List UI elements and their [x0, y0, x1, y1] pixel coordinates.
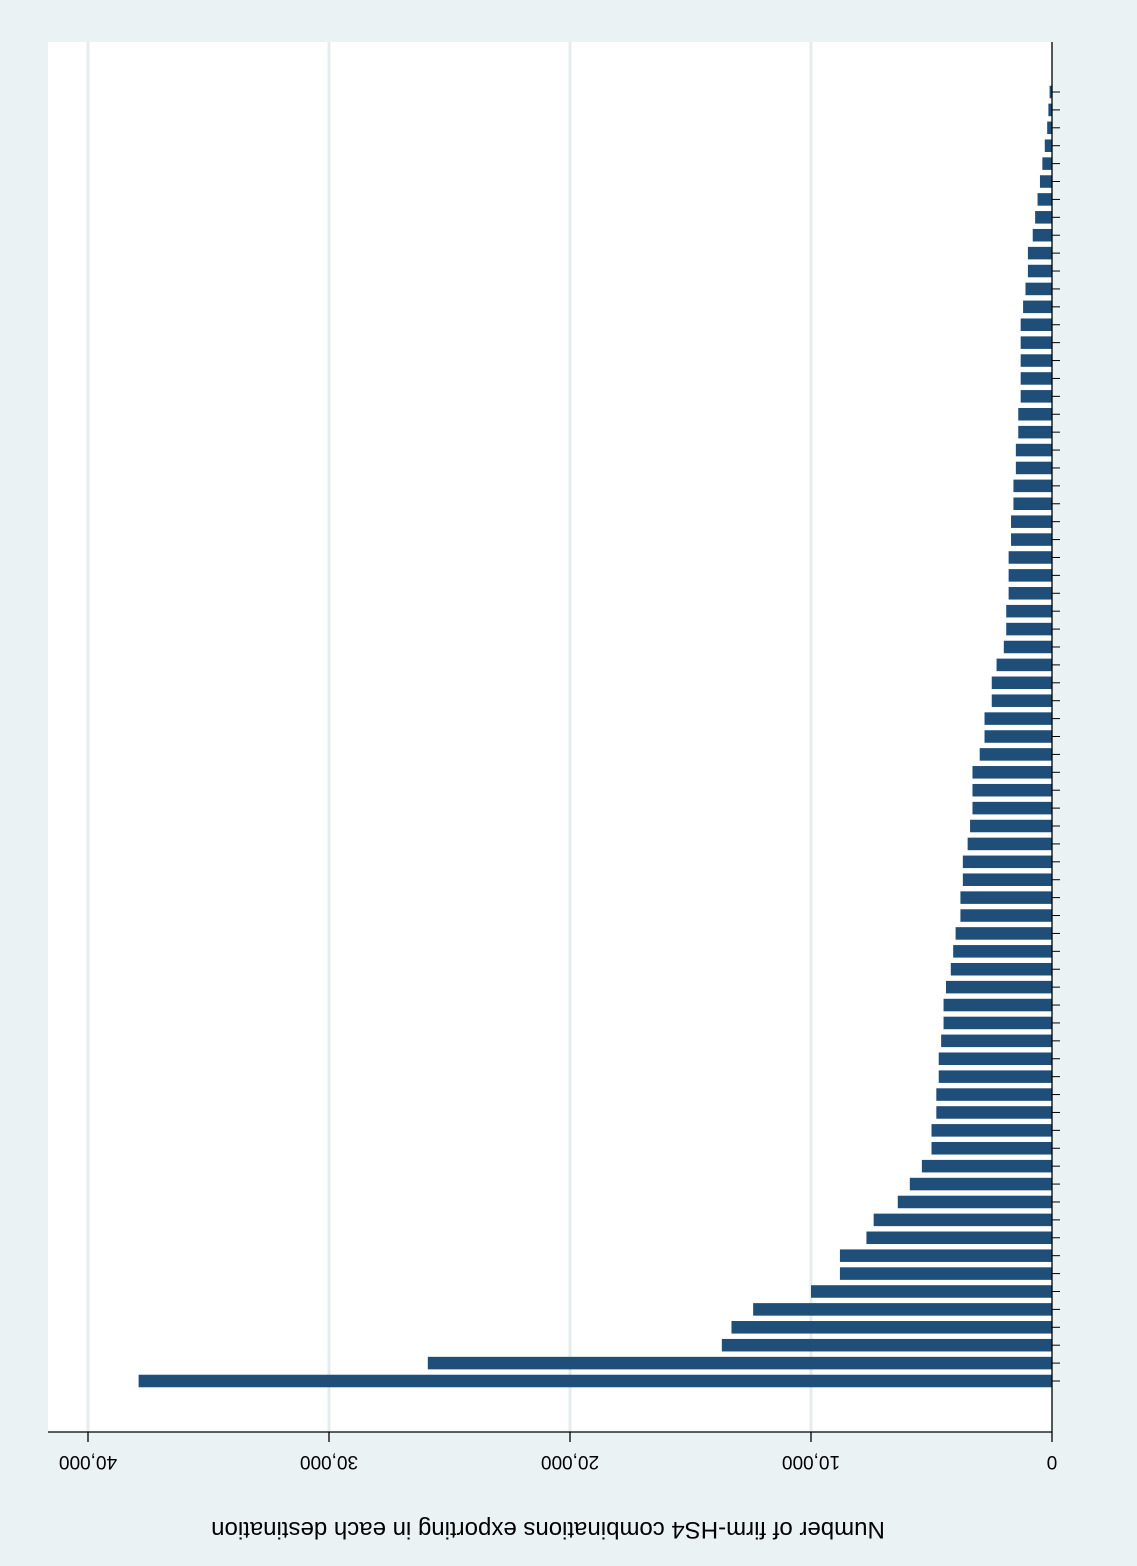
bar: [938, 1052, 1052, 1066]
bar: [962, 873, 1052, 886]
bar: [1013, 497, 1052, 511]
bar: [1008, 587, 1052, 600]
bar: [953, 945, 1052, 958]
bar: [1037, 193, 1052, 206]
bar: [1020, 390, 1052, 403]
bar: [909, 1177, 1052, 1191]
bar: [967, 837, 1052, 851]
bar: [936, 1088, 1052, 1101]
bar: [1027, 264, 1052, 278]
bar: [1008, 551, 1052, 564]
bar: [1006, 622, 1052, 636]
bar: [1025, 282, 1052, 296]
bar: [1020, 336, 1052, 349]
bar: [984, 712, 1052, 725]
x-tick-label: 40,000: [59, 1451, 117, 1472]
bar: [1049, 85, 1052, 99]
bar: [972, 801, 1052, 815]
bar: [962, 855, 1052, 869]
bar: [1048, 103, 1052, 117]
bar: [970, 819, 1052, 833]
bar: [1008, 569, 1052, 582]
bar: [1027, 246, 1052, 260]
x-axis-label: Number of firm-HS4 combinations exportin…: [211, 1516, 885, 1543]
bar: [931, 1141, 1052, 1155]
bar: [138, 1374, 1053, 1388]
bar: [1011, 533, 1052, 546]
bar: [984, 730, 1052, 743]
bar: [938, 1070, 1052, 1083]
x-tick-label: 0: [1047, 1451, 1058, 1472]
bar: [945, 980, 1052, 994]
bar: [1013, 479, 1052, 493]
bar: [866, 1231, 1052, 1245]
bar: [1023, 300, 1052, 314]
value-axis-ticks: 0 10,000 20,000 30,000 40,000: [59, 1432, 1057, 1472]
bar: [991, 694, 1052, 707]
bar: [996, 658, 1052, 672]
bar: [991, 676, 1052, 690]
bar: [943, 1016, 1052, 1030]
bar: [1020, 318, 1052, 332]
bar: [972, 783, 1052, 797]
bar: [1047, 121, 1052, 135]
gridlines: [86, 42, 813, 1432]
bar: [960, 891, 1052, 904]
bar: [1018, 407, 1052, 421]
bar: [941, 1034, 1052, 1048]
bar: [1018, 425, 1052, 439]
bar: [921, 1159, 1052, 1173]
bar: [955, 927, 1052, 940]
bar: [950, 962, 1052, 976]
bars: [138, 85, 1053, 1388]
bar: [1006, 604, 1052, 618]
bar: [839, 1267, 1052, 1280]
bar: [1020, 354, 1052, 367]
plot-area: [48, 42, 1052, 1432]
bar: [1015, 443, 1052, 457]
bar: [1042, 157, 1052, 170]
bar: [811, 1285, 1052, 1298]
x-tick-label: 20,000: [541, 1451, 599, 1472]
bar: [873, 1213, 1052, 1227]
bar: [427, 1356, 1052, 1370]
bar: [1039, 175, 1052, 188]
x-tick-label: 30,000: [300, 1451, 358, 1472]
bar: [979, 748, 1052, 761]
bar: [960, 909, 1052, 922]
bar: [936, 1106, 1052, 1119]
bar: [731, 1321, 1052, 1334]
bar: [1015, 461, 1052, 475]
bar: [721, 1338, 1052, 1352]
category-ticks: [1052, 91, 1060, 1382]
bar: [753, 1303, 1052, 1316]
bar: [1035, 211, 1052, 224]
x-tick-label: 10,000: [782, 1451, 840, 1472]
bar: [1020, 372, 1052, 385]
bar: [1044, 139, 1052, 152]
bar: [1032, 228, 1052, 242]
bar: [943, 998, 1052, 1012]
bar: [972, 766, 1052, 779]
bar: [897, 1195, 1052, 1209]
bar: [839, 1249, 1052, 1262]
bar: [1003, 640, 1052, 654]
bar: [931, 1124, 1052, 1137]
bar: [1011, 515, 1052, 528]
